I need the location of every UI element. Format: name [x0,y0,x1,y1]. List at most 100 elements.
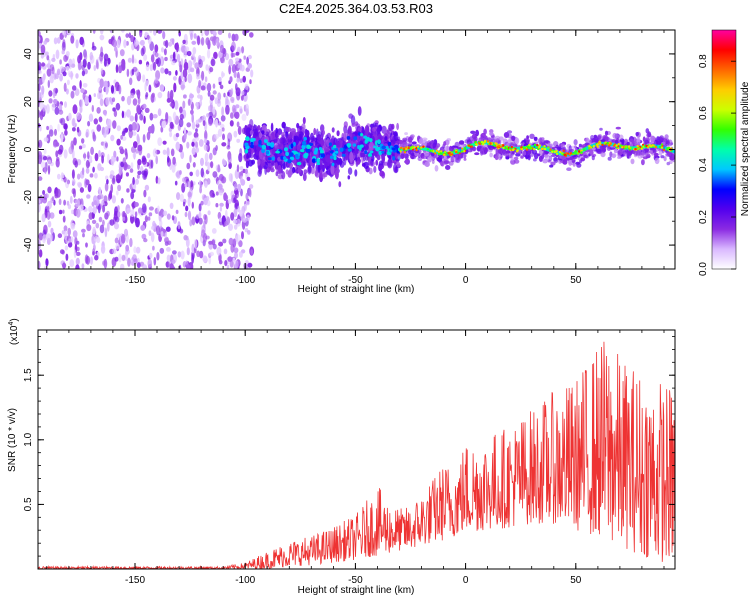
heatmap-cell [186,162,191,170]
heatmap-cell [413,146,416,149]
heatmap-cell [80,98,84,108]
heatmap-cell [101,155,104,164]
heatmap-cell [153,30,157,36]
heatmap-cell [162,210,168,216]
heatmap-cell [118,84,122,95]
heatmap-cell [596,145,599,148]
heatmap-cell [68,58,73,67]
heatmap-cell [63,54,68,63]
heatmap-cell [121,95,125,102]
heatmap-cell [200,157,204,167]
heatmap-cell [47,164,51,175]
heatmap-cell [194,62,200,70]
heatmap-cell [278,142,282,148]
heatmap-cell [666,140,670,146]
heatmap-cell [182,39,186,45]
heatmap-cell [666,151,672,157]
heatmap-cell [147,216,151,221]
heatmap-cell [142,104,146,109]
heatmap-cell [121,110,125,119]
heatmap-cell [68,146,74,155]
heatmap-cell [319,165,325,170]
heatmap-cell [180,250,185,260]
heatmap-cell [77,55,81,64]
heatmap-cell [615,126,621,130]
heatmap-cell [38,139,43,149]
heatmap-cell [233,130,238,138]
heatmap-cell [104,227,108,238]
heatmap-cell [627,145,631,148]
heatmap-cell [143,238,148,243]
heatmap-cell [251,159,256,165]
heatmap-cell [209,102,213,113]
heatmap-cell [297,167,302,174]
heatmap-cell [121,254,126,262]
heatmap-cell [239,108,243,114]
heatmap-cell [217,92,222,101]
heatmap-cell [187,191,192,198]
heatmap-cell [560,152,564,155]
heatmap-cell [132,152,137,159]
heatmap-cell [345,153,348,161]
heatmap-cell [536,144,539,147]
heatmap-cell [114,256,119,262]
heatmap-cell [221,127,225,132]
heatmap-cell [549,164,554,168]
heatmap-cell [402,147,405,150]
heatmap-cell [161,120,167,129]
heatmap-cell [302,172,307,182]
heatmap-cell [654,145,658,149]
heatmap-cell [126,208,131,213]
heatmap-cell [160,231,164,238]
heatmap-cell [63,149,68,159]
heatmap-cell [240,179,246,186]
heatmap-cell [601,143,604,147]
heatmap-cell [162,149,167,155]
heatmap-cell [70,90,75,99]
heatmap-cell [219,84,224,90]
heatmap-cell [305,147,311,153]
heatmap-cell [79,105,83,114]
heatmap-cell [88,94,92,103]
heatmap-cell [306,144,311,149]
heatmap-cell [118,166,123,176]
heatmap-cell [77,181,82,187]
heatmap-cell [396,122,399,131]
heatmap-cell [600,151,606,158]
heatmap-cell [236,138,241,143]
heatmap-cell [474,140,477,144]
heatmap-cell [498,139,502,145]
heatmap-cell [364,125,370,135]
heatmap-cell [169,121,174,129]
heatmap-cell [137,170,142,175]
heatmap-cell [343,131,347,142]
heatmap-cell [224,220,229,227]
heatmap-cell [282,160,286,170]
heatmap-cell [511,148,515,152]
heatmap-cell [497,148,504,154]
heatmap-cell [131,121,137,131]
heatmap-cell [76,112,82,121]
heatmap-cell [55,88,58,94]
heatmap-cell [499,145,502,149]
heatmap-cell [329,155,334,159]
heatmap-cell [171,215,175,221]
heatmap-cell [630,158,635,165]
heatmap-cell [105,96,110,106]
heatmap-cell [615,144,618,147]
heatmap-cell [617,156,622,159]
heatmap-cell [218,76,222,83]
heatmap-cell [618,134,624,141]
heatmap-cell [125,41,129,46]
heatmap-cell [289,156,295,161]
heatmap-cell [205,37,210,46]
heatmap-cell [64,101,67,108]
heatmap-cell [62,262,67,269]
heatmap-cell [387,158,393,169]
heatmap-cell [151,225,155,230]
heatmap-cell [604,130,609,136]
heatmap-cell [114,46,118,52]
heatmap-cell [648,144,652,147]
heatmap-cell [206,113,210,118]
heatmap-cell [55,188,61,198]
